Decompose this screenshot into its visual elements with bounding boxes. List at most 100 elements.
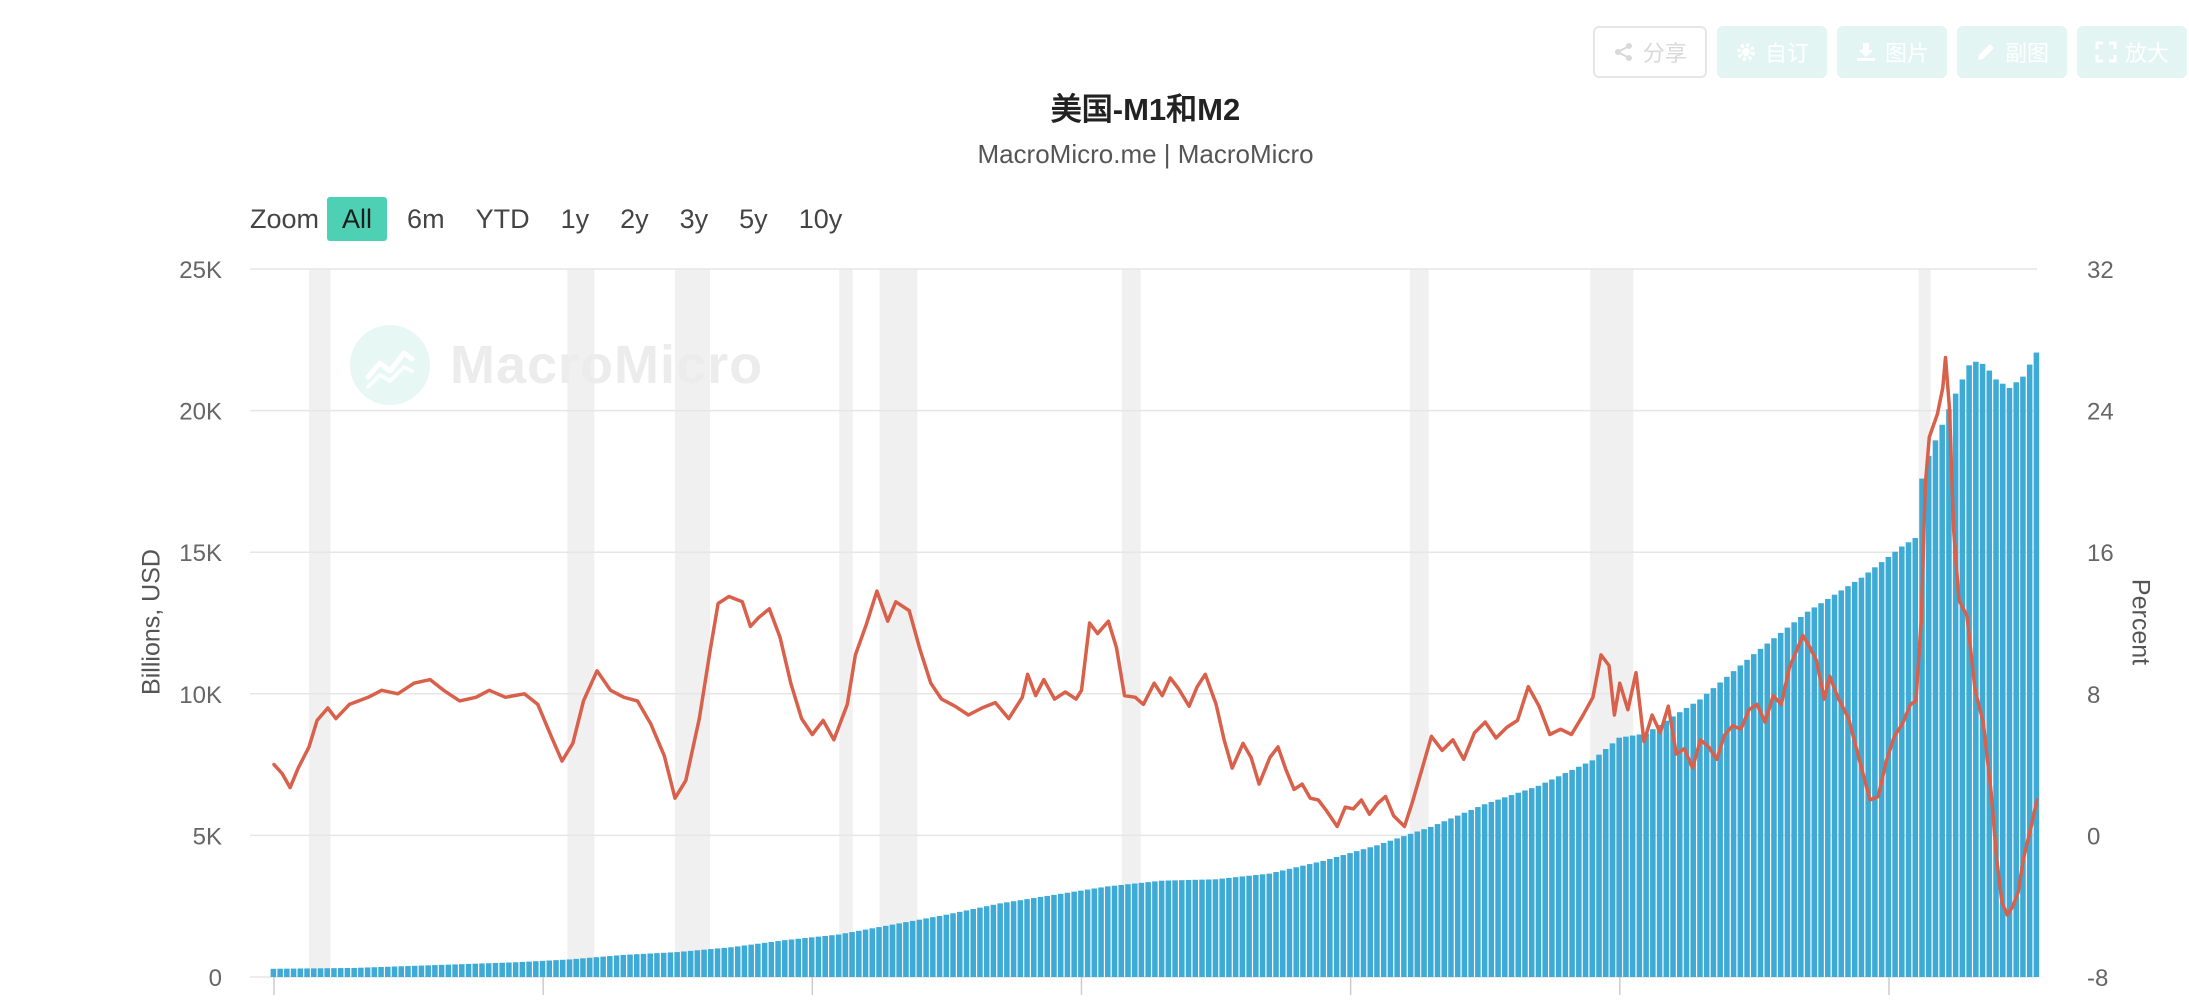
bar [1293, 867, 1299, 977]
bar [1764, 643, 1771, 977]
recession-band [675, 269, 711, 977]
bar [438, 964, 445, 977]
draw-label: 副图 [2004, 41, 2049, 66]
bar [1993, 379, 1999, 977]
bar [1878, 562, 1885, 977]
bar-series [270, 352, 2040, 978]
bar [351, 967, 357, 977]
expand-button[interactable]: 放大 [2076, 26, 2187, 78]
bar [1320, 860, 1326, 977]
share-button[interactable]: 分享 [1592, 26, 1707, 78]
bar [1872, 567, 1878, 977]
bar [277, 968, 283, 977]
bar [647, 953, 653, 977]
bar [654, 953, 660, 977]
zoom-ytd-button[interactable]: YTD [475, 204, 530, 234]
axes: 0 -8 5K 0 10K 8 15K 16 20K 24 25K 32 [179, 257, 2114, 995]
left-axis-tick-label: 15K [179, 540, 222, 567]
bar [1549, 779, 1555, 977]
bar [1885, 556, 1892, 977]
bar [1010, 901, 1017, 977]
zoom-all-button[interactable]: All [327, 197, 388, 241]
bar [1663, 720, 1670, 977]
bar [432, 965, 438, 977]
bar [1818, 603, 1824, 977]
chart-toolbar: 分享 自订 图片 副图 放大 [1592, 26, 2187, 78]
bar [997, 903, 1003, 977]
bar [741, 945, 748, 977]
share-label: 分享 [1642, 41, 1687, 66]
customize-button[interactable]: 自订 [1716, 26, 1827, 78]
bar [788, 939, 795, 977]
bar [1737, 665, 1744, 977]
zoom-1y-button[interactable]: 1y [560, 204, 590, 234]
bar [2033, 352, 2040, 977]
zoom-3y-button[interactable]: 3y [679, 204, 709, 234]
zoom-6m-button[interactable]: 6m [407, 204, 445, 234]
bar [2013, 382, 2019, 977]
right-axis-tick-label: 24 [2087, 399, 2114, 426]
zoom-2y-button[interactable]: 2y [620, 204, 649, 234]
draw-button[interactable]: 副图 [1956, 26, 2067, 78]
bar [512, 962, 519, 977]
left-axis-tick-label: 20K [179, 399, 222, 426]
bar [1239, 876, 1246, 977]
bar [1751, 654, 1757, 977]
zoom-selector: Zoom All 6m YTD 1y 2y 3y 5y 10y [250, 197, 862, 241]
bar [1697, 699, 1703, 977]
bar [364, 967, 371, 977]
bar [916, 919, 923, 977]
bar [1004, 902, 1010, 977]
recession-band [567, 269, 595, 977]
left-axis-tick-label: 25K [179, 257, 222, 284]
bar [849, 932, 855, 977]
bar [324, 968, 330, 977]
bar [1690, 703, 1696, 977]
bar [1179, 880, 1185, 977]
bar [1932, 440, 1939, 977]
bar [909, 920, 916, 977]
bar [768, 941, 775, 977]
bar [1279, 870, 1286, 977]
bar [600, 956, 606, 977]
bar [1192, 879, 1199, 977]
bar [1306, 864, 1313, 977]
bar [1434, 824, 1441, 977]
bar [1528, 788, 1535, 977]
bar [1959, 379, 1966, 977]
bar [1387, 840, 1394, 977]
bar [1246, 875, 1252, 977]
bar [1145, 882, 1151, 977]
bar [1172, 880, 1178, 977]
gear-icon [1736, 43, 1755, 61]
bar [2026, 364, 2033, 978]
bar [1838, 590, 1845, 977]
recession-band [1121, 269, 1141, 977]
bar [499, 962, 505, 977]
bar [1232, 877, 1239, 977]
bar [977, 907, 983, 977]
macromicro-logo-icon [350, 325, 430, 405]
bar [1643, 733, 1649, 977]
bar [728, 947, 734, 977]
bar [411, 965, 418, 977]
bar [580, 958, 586, 977]
zoom-10y-button[interactable]: 10y [798, 204, 843, 234]
bar [1865, 572, 1871, 977]
bar [1219, 878, 1225, 977]
zoom-5y-button[interactable]: 5y [739, 204, 768, 234]
right-axis-title: Percent [2126, 578, 2155, 666]
bar [573, 958, 579, 977]
bar [634, 954, 640, 977]
bar [1703, 693, 1710, 977]
bar [1360, 849, 1367, 977]
bar [1441, 821, 1448, 977]
bar [506, 962, 512, 977]
download-image-button[interactable]: 图片 [1836, 26, 1947, 78]
line-series [272, 355, 2039, 917]
bar [1481, 804, 1488, 977]
bar [533, 961, 539, 977]
bar [802, 938, 808, 977]
bar [1031, 898, 1037, 977]
